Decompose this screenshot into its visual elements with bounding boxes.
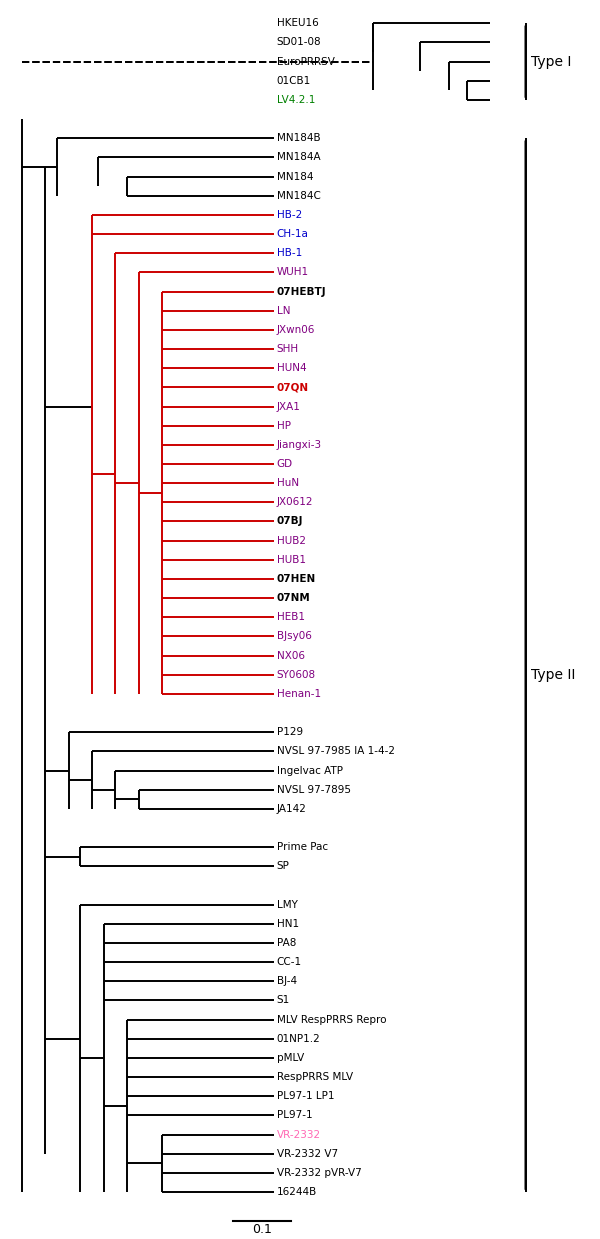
Text: HUB1: HUB1 <box>277 555 305 565</box>
Text: Jiangxi-3: Jiangxi-3 <box>277 440 322 450</box>
Text: HEB1: HEB1 <box>277 612 305 622</box>
Text: S1: S1 <box>277 995 290 1006</box>
Text: MN184: MN184 <box>277 171 313 182</box>
Text: Prime Pac: Prime Pac <box>277 843 328 852</box>
Text: SD01-08: SD01-08 <box>277 37 321 47</box>
Text: LMY: LMY <box>277 900 298 909</box>
Text: JXA1: JXA1 <box>277 401 301 411</box>
Text: HuN: HuN <box>277 478 299 488</box>
Text: HUN4: HUN4 <box>277 363 306 373</box>
Text: RespPRRS MLV: RespPRRS MLV <box>277 1072 353 1082</box>
Text: MLV RespPRRS Repro: MLV RespPRRS Repro <box>277 1015 386 1025</box>
Text: CH-1a: CH-1a <box>277 229 308 239</box>
Text: P129: P129 <box>277 727 302 737</box>
Text: NVSL 97-7985 IA 1-4-2: NVSL 97-7985 IA 1-4-2 <box>277 746 395 756</box>
Text: LV4.2.1: LV4.2.1 <box>277 95 315 105</box>
Text: VR-2332 V7: VR-2332 V7 <box>277 1149 338 1158</box>
Text: VR-2332 pVR-V7: VR-2332 pVR-V7 <box>277 1168 361 1178</box>
Text: Henan-1: Henan-1 <box>277 689 320 699</box>
Text: JX0612: JX0612 <box>277 497 313 507</box>
Text: PL97-1: PL97-1 <box>277 1110 312 1120</box>
Text: 07QN: 07QN <box>277 383 308 393</box>
Text: Type II: Type II <box>532 668 576 681</box>
Text: VR-2332: VR-2332 <box>277 1130 320 1140</box>
Text: SP: SP <box>277 861 289 871</box>
Text: 07NM: 07NM <box>277 593 310 603</box>
Text: PA8: PA8 <box>277 938 296 948</box>
Text: MN184A: MN184A <box>277 152 320 162</box>
Text: NVSL 97-7895: NVSL 97-7895 <box>277 784 350 794</box>
Text: HP: HP <box>277 421 290 431</box>
Text: pMLV: pMLV <box>277 1053 304 1063</box>
Text: MN184C: MN184C <box>277 191 320 201</box>
Text: JXwn06: JXwn06 <box>277 325 315 335</box>
Text: JA142: JA142 <box>277 804 307 814</box>
Text: MN184B: MN184B <box>277 134 320 144</box>
Text: NX06: NX06 <box>277 650 305 660</box>
Text: 07HEN: 07HEN <box>277 574 316 584</box>
Text: HKEU16: HKEU16 <box>277 19 319 28</box>
Text: HB-2: HB-2 <box>277 209 302 219</box>
Text: 07HEBTJ: 07HEBTJ <box>277 286 326 296</box>
Text: BJ-4: BJ-4 <box>277 976 296 986</box>
Text: 07BJ: 07BJ <box>277 517 303 527</box>
Text: WUH1: WUH1 <box>277 268 308 278</box>
Text: HB-1: HB-1 <box>277 248 302 258</box>
Text: LN: LN <box>277 306 290 316</box>
Text: 01NP1.2: 01NP1.2 <box>277 1033 320 1043</box>
Text: 0.1: 0.1 <box>252 1223 272 1237</box>
Text: 16244B: 16244B <box>277 1187 317 1197</box>
Text: 01CB1: 01CB1 <box>277 76 311 85</box>
Text: BJsy06: BJsy06 <box>277 632 311 642</box>
Text: CC-1: CC-1 <box>277 958 302 968</box>
Text: SHH: SHH <box>277 344 299 354</box>
Text: GD: GD <box>277 458 293 470</box>
Text: Type I: Type I <box>532 55 572 68</box>
Text: Ingelvac ATP: Ingelvac ATP <box>277 766 343 776</box>
Text: EuroPRRSV: EuroPRRSV <box>277 57 334 67</box>
Text: SY0608: SY0608 <box>277 670 316 680</box>
Text: HN1: HN1 <box>277 919 299 929</box>
Text: HUB2: HUB2 <box>277 535 305 545</box>
Text: PL97-1 LP1: PL97-1 LP1 <box>277 1092 334 1101</box>
